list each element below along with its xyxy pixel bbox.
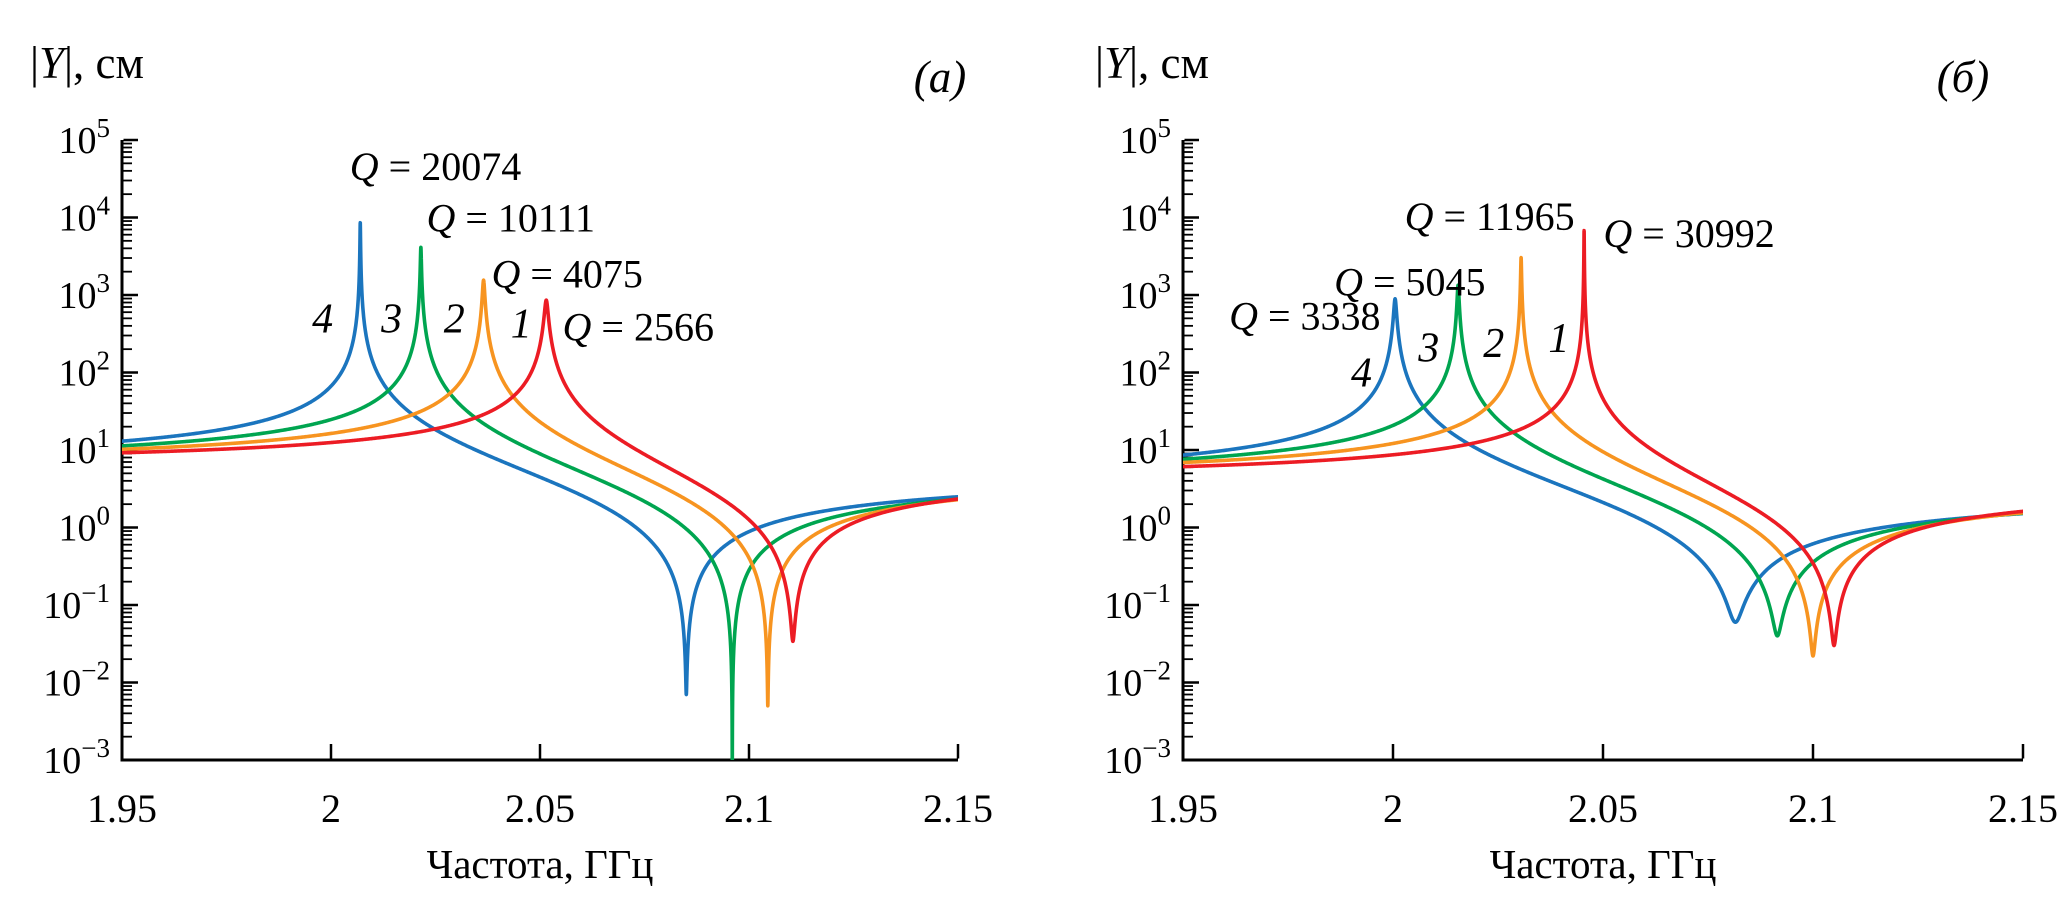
panel-b-x-axis-label: Частота, ГГц (1490, 841, 1717, 887)
y-tick-label: 101 (59, 423, 111, 472)
curve-number-3: 3 (1417, 326, 1439, 372)
y-tick-label: 100 (59, 501, 111, 550)
y-tick-label: 10−1 (1104, 578, 1171, 627)
q-annotation-2: Q = 11965 (1405, 194, 1575, 239)
y-tick-label: 103 (59, 268, 111, 317)
x-tick-label: 2.05 (1568, 786, 1638, 831)
x-tick-label: 1.95 (1148, 786, 1218, 831)
curve-4 (122, 220, 958, 697)
x-tick-label: 2.05 (505, 786, 575, 831)
curve-4 (1183, 297, 2023, 624)
curve-number-2: 2 (444, 296, 465, 342)
curve-3 (1183, 283, 2023, 638)
panel-b-y-axis-label: |Y|, см (1095, 38, 1209, 88)
x-tick-label: 2.15 (923, 786, 993, 831)
y-tick-label: 104 (59, 191, 111, 240)
curve-number-1: 1 (1548, 316, 1569, 362)
curve-number-3: 3 (380, 296, 402, 342)
panel-a-annotations: Q = 20074 4 Q = 10111 3 Q = 4075 2 Q = 2566 1 (312, 144, 714, 350)
x-tick-label: 2.15 (1988, 786, 2058, 831)
x-tick-label: 2.1 (1788, 786, 1838, 831)
curve-number-2: 2 (1483, 321, 1504, 367)
q-annotation-1: Q = 30992 (1603, 211, 1774, 256)
panel-b-plot: 105 104 103 102 101 100 10−1 10−2 10−31.95 2 2.05 2… (1095, 38, 2058, 887)
q-annotation-4: Q = 3338 (1229, 294, 1380, 339)
panel-b-axes: 105 104 103 102 101 100 10−1 10−2 10−31.95 2 2.05 2… (1104, 113, 2058, 831)
x-tick-label: 2.1 (724, 786, 774, 831)
y-tick-label: 105 (1120, 113, 1172, 162)
x-tick-label: 1.95 (87, 786, 157, 831)
q-annotation-1: Q = 2566 (563, 305, 714, 350)
curve-number-4: 4 (312, 296, 333, 342)
curve-1 (122, 298, 958, 644)
panel-a-axes: 105 104 103 102 101 100 10−1 10−2 10−31.95 2 2.05 2… (43, 113, 993, 831)
curve-3 (122, 245, 958, 760)
curve-2 (1183, 255, 2023, 658)
curve-number-4: 4 (1351, 351, 1372, 397)
curve-2 (122, 278, 958, 708)
y-tick-label: 103 (1120, 268, 1172, 317)
y-tick-label: 101 (1120, 423, 1172, 472)
q-annotation-3: Q = 5045 (1334, 259, 1485, 304)
y-tick-label: 104 (1120, 191, 1172, 240)
panel-a-y-axis-label: |Y|, см (30, 38, 144, 88)
panel-b-curves (1183, 228, 2023, 658)
axis-frame (120, 140, 958, 762)
panel-a-x-axis-label: Частота, ГГц (427, 841, 654, 887)
panel-a-plot: 105 104 103 102 101 100 10−1 10−2 10−31.95 2 2.05 2… (30, 38, 993, 887)
panel-a-tag: (a) (914, 52, 966, 102)
y-tick-label: 102 (1120, 346, 1172, 395)
y-tick-label: 10−2 (43, 656, 110, 705)
y-tick-label: 10−3 (43, 733, 110, 782)
curve-number-1: 1 (511, 301, 532, 347)
q-annotation-3: Q = 10111 (426, 196, 594, 241)
y-tick-label: 10−1 (43, 578, 110, 627)
y-tick-label: 102 (59, 346, 111, 395)
q-annotation-2: Q = 4075 (491, 251, 642, 296)
y-tick-label: 10−2 (1104, 656, 1171, 705)
x-tick-label: 2 (1383, 786, 1403, 831)
axis-frame (1181, 140, 2023, 762)
y-tick-label: 100 (1120, 501, 1172, 550)
panel-a-curves (122, 220, 958, 760)
y-tick-label: 105 (59, 113, 111, 162)
y-tick-label: 10−3 (1104, 733, 1171, 782)
q-annotation-4: Q = 20074 (350, 144, 521, 189)
curve-1 (1183, 228, 2023, 648)
panel-b-tag: (б) (1937, 52, 1990, 102)
panel-b-annotations: Q = 3338 4 Q = 5045 3 Q = 11965 2 Q = 30992 1 (1229, 194, 1775, 397)
x-tick-label: 2 (321, 786, 341, 831)
